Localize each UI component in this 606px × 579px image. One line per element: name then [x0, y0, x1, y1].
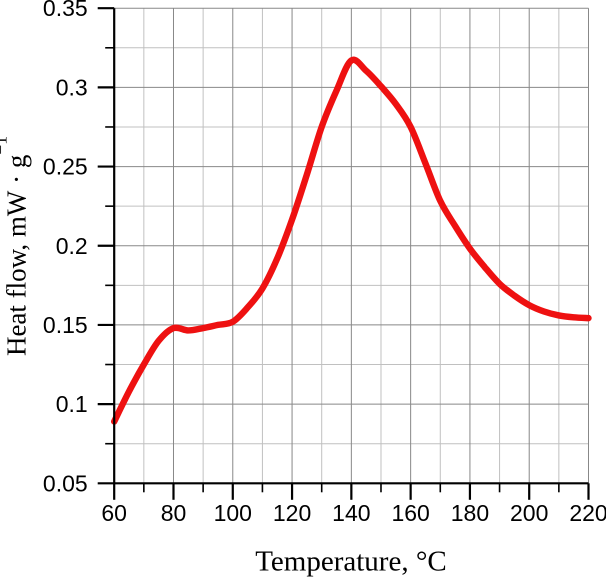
- svg-text:220: 220: [569, 500, 606, 526]
- svg-text:0.05: 0.05: [43, 470, 88, 496]
- svg-text:0.1: 0.1: [56, 391, 88, 417]
- svg-text:0.15: 0.15: [43, 312, 88, 338]
- svg-text:100: 100: [214, 500, 252, 526]
- svg-text:140: 140: [332, 500, 370, 526]
- svg-text:0.35: 0.35: [43, 0, 88, 21]
- svg-text:0.2: 0.2: [56, 233, 88, 259]
- svg-text:0.3: 0.3: [56, 74, 88, 100]
- svg-text:0.25: 0.25: [43, 154, 88, 180]
- svg-text:80: 80: [161, 500, 187, 526]
- svg-text:60: 60: [101, 500, 127, 526]
- svg-text:120: 120: [273, 500, 311, 526]
- svg-text:160: 160: [391, 500, 429, 526]
- svg-text:200: 200: [510, 500, 548, 526]
- svg-text:180: 180: [451, 500, 489, 526]
